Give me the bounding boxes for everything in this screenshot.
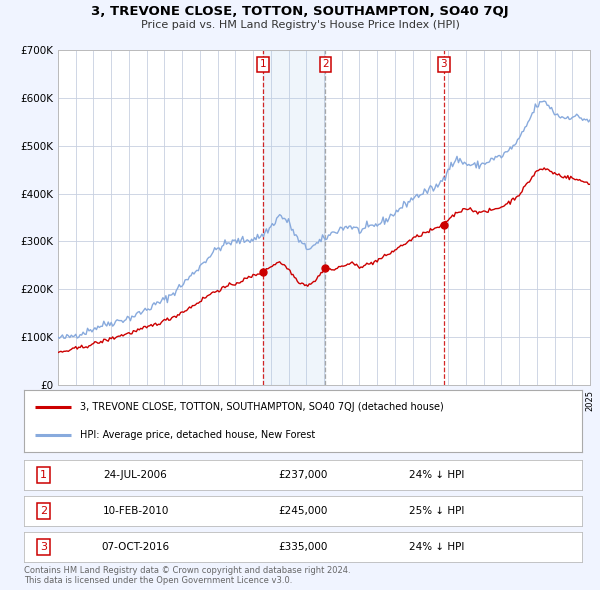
Text: 24% ↓ HPI: 24% ↓ HPI — [409, 542, 464, 552]
Text: £245,000: £245,000 — [278, 506, 328, 516]
Text: 2: 2 — [322, 60, 329, 70]
Text: 24% ↓ HPI: 24% ↓ HPI — [409, 470, 464, 480]
Text: £335,000: £335,000 — [278, 542, 328, 552]
Text: 3, TREVONE CLOSE, TOTTON, SOUTHAMPTON, SO40 7QJ (detached house): 3, TREVONE CLOSE, TOTTON, SOUTHAMPTON, S… — [80, 402, 443, 412]
Text: 07-OCT-2016: 07-OCT-2016 — [101, 542, 170, 552]
Text: 25% ↓ HPI: 25% ↓ HPI — [409, 506, 464, 516]
Text: 10-FEB-2010: 10-FEB-2010 — [103, 506, 169, 516]
Text: 24-JUL-2006: 24-JUL-2006 — [104, 470, 167, 480]
Text: 3, TREVONE CLOSE, TOTTON, SOUTHAMPTON, SO40 7QJ: 3, TREVONE CLOSE, TOTTON, SOUTHAMPTON, S… — [91, 5, 509, 18]
Text: 1: 1 — [40, 470, 47, 480]
Text: HPI: Average price, detached house, New Forest: HPI: Average price, detached house, New … — [80, 430, 315, 440]
Text: 3: 3 — [40, 542, 47, 552]
Text: Price paid vs. HM Land Registry's House Price Index (HPI): Price paid vs. HM Land Registry's House … — [140, 20, 460, 30]
Text: 1: 1 — [259, 60, 266, 70]
Text: Contains HM Land Registry data © Crown copyright and database right 2024.
This d: Contains HM Land Registry data © Crown c… — [24, 566, 350, 585]
Text: 3: 3 — [440, 60, 447, 70]
Text: £237,000: £237,000 — [278, 470, 328, 480]
Text: 2: 2 — [40, 506, 47, 516]
Bar — [263, 50, 325, 385]
